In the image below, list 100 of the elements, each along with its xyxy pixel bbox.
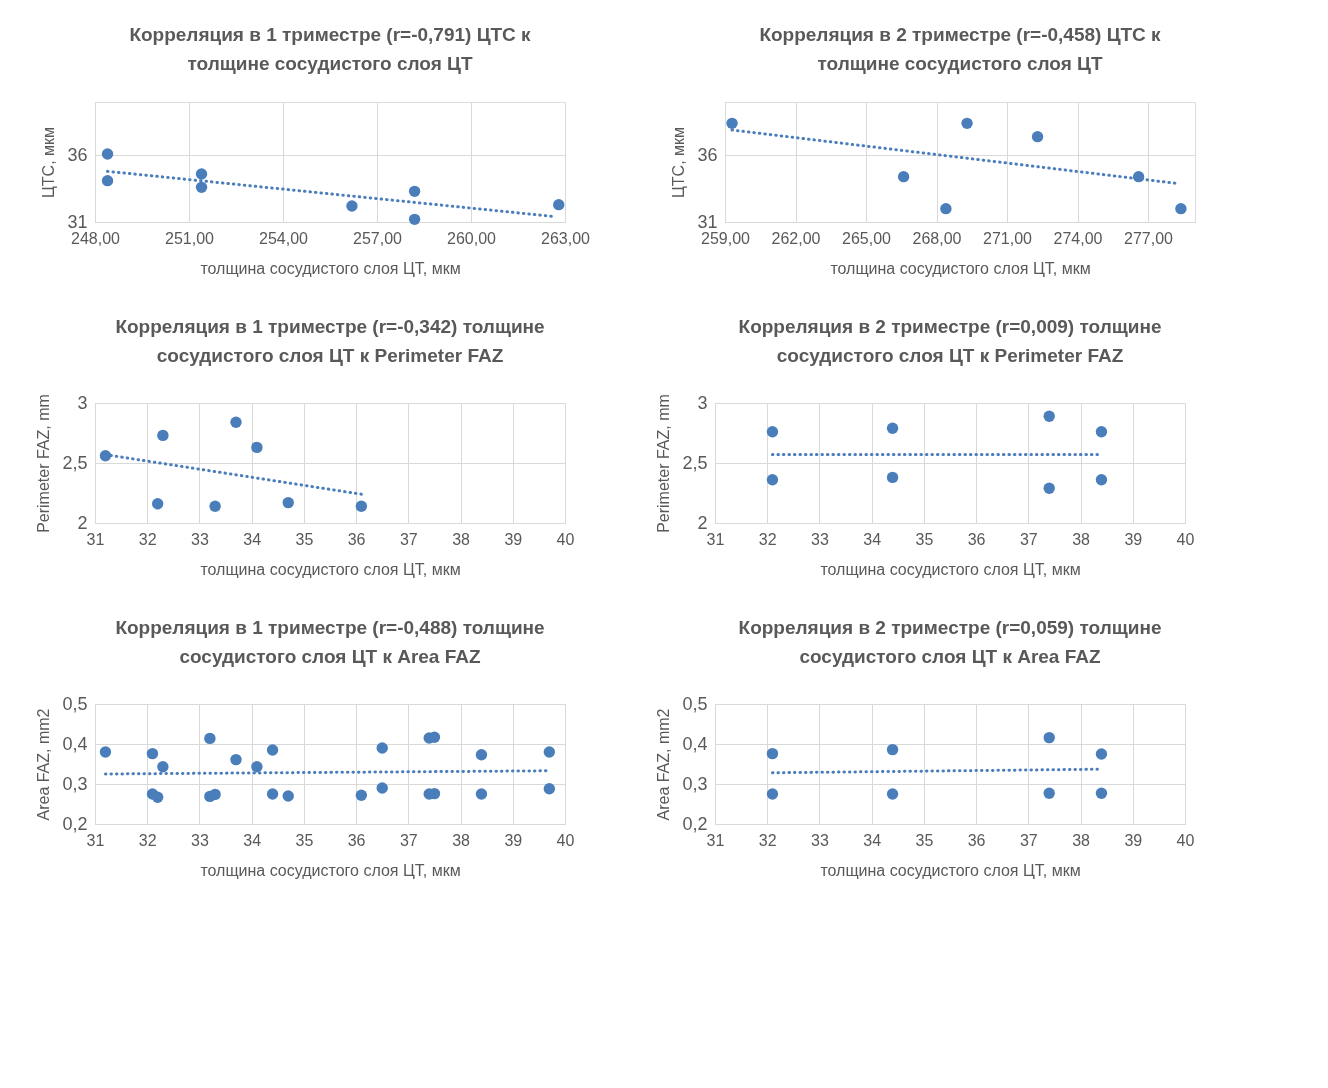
x-tick-label: 33: [811, 530, 829, 548]
x-axis-title: толщина сосудистого слоя ЦТ, мкм: [820, 861, 1081, 879]
chart-title: Корреляция в 1 триместре (r=-0,342) толщине сосудистого слоя ЦТ к Perimeter FAZ: [115, 315, 545, 366]
x-tick-label: 34: [243, 530, 262, 548]
point: [230, 753, 242, 766]
x-tick-label: 39: [1124, 530, 1143, 548]
y-tick-label: 3: [77, 392, 88, 413]
x-tick-label: 33: [191, 530, 209, 548]
point: [475, 749, 488, 761]
point: [151, 498, 164, 510]
x-tick-label: 34: [863, 831, 882, 849]
x-tick-label: 37: [1019, 530, 1038, 548]
x-tick-label: 37: [1019, 831, 1038, 849]
x-tick-label: 36: [967, 831, 986, 849]
point: [1175, 202, 1187, 215]
point: [157, 429, 169, 442]
point: [766, 788, 779, 800]
x-tick-label: 35: [295, 831, 314, 849]
point: [886, 422, 899, 434]
point: [99, 746, 112, 758]
point: [251, 441, 263, 454]
x-tick-label: 36: [347, 831, 366, 849]
point: [766, 474, 779, 486]
point: [146, 747, 159, 760]
y-tick-label: 0,2: [682, 813, 708, 834]
point: [376, 742, 388, 754]
y-tick-label: 36: [697, 144, 718, 165]
y-axis-title: Perimeter FAZ, mm: [35, 394, 53, 533]
point: [266, 788, 279, 800]
point: [209, 788, 221, 801]
point: [1043, 482, 1055, 494]
y-axis-title: Perimeter FAZ, mm: [655, 394, 673, 533]
x-axis-title: толщина сосудистого слоя ЦТ, мкм: [200, 560, 461, 578]
point: [1043, 787, 1055, 799]
y-tick-label: 31: [697, 211, 718, 232]
x-tick-label: 262,00: [771, 229, 821, 247]
x-tick-label: 37: [399, 831, 418, 849]
x-tick-label: 34: [243, 831, 262, 849]
point: [282, 496, 294, 509]
point: [195, 168, 208, 180]
y-tick-label: 2,5: [62, 452, 88, 473]
y-tick-label: 36: [67, 144, 88, 165]
point: [101, 148, 114, 160]
x-tick-label: 39: [504, 831, 523, 849]
x-axis-title: толщина сосудистого слоя ЦТ, мкм: [820, 560, 1081, 578]
x-axis-title: толщина сосудистого слоя ЦТ, мкм: [830, 259, 1091, 277]
x-tick-label: 35: [915, 530, 934, 548]
y-tick-label: 3: [697, 392, 708, 413]
point: [961, 117, 973, 130]
x-tick-label: 32: [138, 530, 157, 548]
x-tick-label: 36: [967, 530, 986, 548]
x-tick-label: 32: [758, 831, 777, 849]
point: [101, 174, 114, 187]
x-axis-title: толщина сосудистого слоя ЦТ, мкм: [200, 861, 461, 879]
point: [886, 471, 899, 484]
y-tick-label: 2,5: [682, 452, 708, 473]
chart-title: Корреляция в 2 триместре (r=-0,458) ЦТС к толщине сосудистого слоя ЦТ: [759, 24, 1162, 74]
x-tick-label: 271,00: [983, 229, 1033, 247]
point: [266, 744, 279, 756]
point: [543, 746, 556, 758]
x-tick-label: 265,00: [842, 229, 892, 247]
chart-title: Корреляция в 2 триместре (r=0,059) толщине сосудистого слоя ЦТ к Area FAZ: [738, 617, 1162, 667]
point: [355, 789, 368, 801]
y-axis-title: ЦТС, мкм: [670, 126, 688, 199]
x-tick-label: 263,00: [541, 229, 591, 247]
point: [886, 743, 899, 756]
point: [1043, 410, 1055, 422]
point: [204, 732, 216, 745]
x-tick-label: 32: [758, 530, 777, 548]
point: [766, 747, 779, 760]
x-tick-label: 38: [452, 831, 471, 849]
x-tick-label: 260,00: [447, 229, 497, 247]
point: [1095, 787, 1108, 799]
y-tick-label: 0,4: [62, 733, 88, 754]
y-axis-title: ЦТС, мкм: [40, 126, 58, 199]
y-tick-label: 0,3: [682, 773, 708, 794]
x-axis-title: толщина сосудистого слоя ЦТ, мкм: [200, 259, 461, 277]
x-tick-label: 35: [915, 831, 934, 849]
point: [230, 416, 242, 428]
point: [726, 117, 738, 130]
point: [355, 500, 368, 512]
y-tick-label: 31: [67, 211, 88, 232]
point: [251, 761, 263, 773]
x-tick-label: 32: [138, 831, 157, 849]
x-tick-label: 40: [1176, 530, 1195, 548]
x-tick-label: 38: [1072, 831, 1091, 849]
chart-title: Корреляция в 1 триместре (r=-0,791) ЦТС к толщине сосудистого слоя ЦТ: [129, 24, 532, 74]
x-tick-label: 40: [556, 831, 575, 849]
point: [1095, 426, 1108, 438]
x-tick-label: 34: [863, 530, 882, 548]
point: [553, 198, 565, 211]
point: [1095, 474, 1108, 486]
x-tick-label: 39: [1124, 831, 1143, 849]
x-tick-label: 248,00: [71, 229, 121, 247]
point: [886, 788, 899, 800]
x-tick-label: 36: [347, 530, 366, 548]
point: [543, 783, 556, 795]
x-tick-label: 38: [452, 530, 471, 548]
point: [151, 791, 164, 803]
y-tick-label: 0,2: [62, 813, 88, 834]
